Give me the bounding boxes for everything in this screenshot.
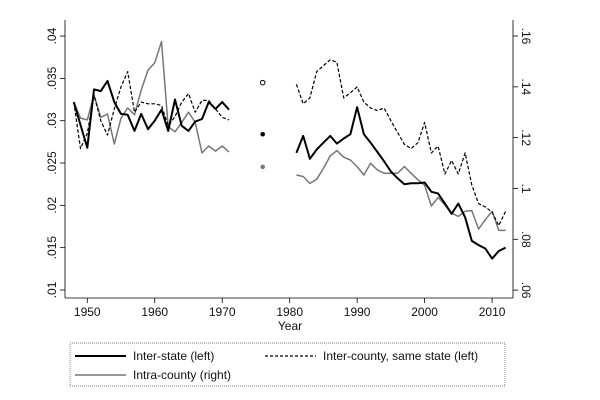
series-line-intra-county-right [296, 149, 506, 232]
axes: 1950 1960 1970 1980 1990 2000 2010 .01 .015 .02 .0… [45, 20, 533, 319]
series-line-inter-state-left [295, 106, 507, 260]
x-tick-label: 1990 [344, 305, 371, 319]
legend-label-inter-county: Inter-county, same state (left) [323, 349, 478, 363]
x-tick-label: 1960 [141, 305, 168, 319]
x-tick-label: 2000 [411, 305, 438, 319]
series-point-inter-state-left [260, 131, 265, 137]
legend-label-intra-county: Intra-county (right) [133, 368, 231, 382]
series-point-intra-county-right [260, 164, 265, 170]
y-tick-label-left: .015 [45, 236, 59, 260]
y-tick-label-right: .12 [519, 129, 533, 146]
y-tick-label-right: .08 [519, 231, 533, 248]
y-tick-label-left: .025 [45, 151, 59, 175]
x-tick-label: 2010 [479, 305, 506, 319]
legend-label-inter-state: Inter-state (left) [133, 349, 214, 363]
series-lines [72, 40, 507, 260]
legend: Inter-state (left) Inter-county, same st… [69, 342, 506, 387]
y-tick-label-left: .03 [45, 112, 59, 129]
y-tick-label-left: .035 [45, 66, 59, 90]
legend-box [69, 342, 506, 387]
x-tick-label: 1980 [276, 305, 303, 319]
series-points [259, 79, 266, 170]
series-line-inter-county-same-state-left [73, 71, 230, 150]
x-axis-label: Year [278, 319, 302, 333]
series-line-intra-county-right [73, 40, 230, 154]
y-tick-label-right: .06 [519, 282, 533, 299]
series-point-inter-county-same-state-left [259, 79, 266, 86]
y-tick-label-right: .16 [519, 28, 533, 45]
series-line-inter-county-same-state-left [295, 59, 507, 227]
y-tick-label-right: .1 [519, 183, 533, 193]
y-tick-label-left: .04 [45, 27, 59, 44]
y-tick-label-left: .02 [45, 197, 59, 214]
series-line-inter-state-left [72, 79, 230, 149]
x-tick-label: 1970 [209, 305, 236, 319]
y-tick-label-left: .01 [45, 281, 59, 298]
x-tick-label: 1950 [74, 305, 101, 319]
y-tick-label-right: .14 [519, 78, 533, 95]
